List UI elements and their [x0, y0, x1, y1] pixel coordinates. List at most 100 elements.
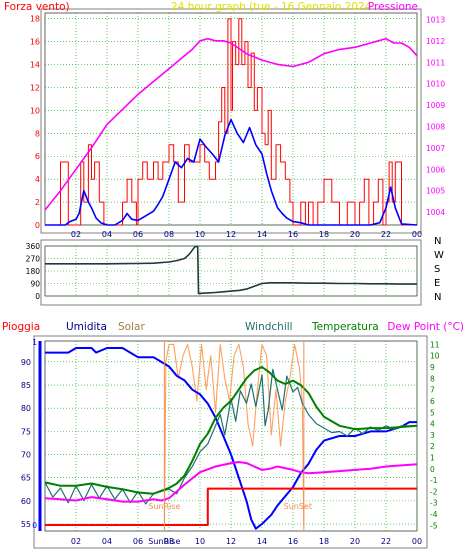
- wind-y-tick-label: 12: [30, 83, 40, 92]
- wind-x-tick-label: 00: [412, 230, 422, 239]
- temperature-y-tick-label: -4: [430, 510, 438, 519]
- temperature-y-tick-label: 2: [430, 442, 435, 451]
- sunrise-axis-label: SunRise: [148, 537, 180, 546]
- temperature-x-tick-label: 04: [102, 537, 112, 546]
- temperature-x-tick-label: 08: [164, 537, 174, 546]
- compass-label: N: [434, 236, 441, 247]
- pressure-y-tick-label: 1009: [426, 101, 445, 110]
- direction-series: [45, 245, 417, 295]
- temperature-y-tick-label: -5: [430, 521, 438, 530]
- humidity-y-tick-label: 55: [21, 520, 31, 529]
- rain-axis-top-tick-label: 1: [32, 338, 37, 347]
- wind-x-tick-label: 04: [102, 230, 112, 239]
- pressure-y-tick-label: 1012: [426, 37, 445, 46]
- temperature-y-tick-label: 11: [430, 340, 440, 349]
- compass-label: E: [434, 278, 440, 289]
- pressure-y-tick-label: 1004: [426, 208, 445, 217]
- pressure-y-tick-label: 1010: [426, 80, 445, 89]
- temperature-humidity-chart: Pioggia Umidita Solar Windchill Temperat…: [2, 321, 464, 549]
- humidity-y-tick-label: 75: [21, 427, 31, 436]
- temperature-y-tick-label: 1: [430, 453, 435, 462]
- pressure-y-tick-label: 1013: [426, 15, 445, 24]
- wind-x-tick-label: 10: [195, 230, 205, 239]
- pressure-line: [44, 37, 418, 211]
- pressure-axis-label: Pressione: [368, 1, 418, 13]
- sunrise-label: SunRise: [148, 502, 180, 511]
- wind-x-tick-label: 14: [257, 230, 267, 239]
- wind-y-tick-label: 10: [30, 106, 40, 115]
- pressure-y-tick-label: 1008: [426, 122, 445, 131]
- humidity-y-tick-label: 85: [21, 381, 31, 390]
- solar-line: [163, 343, 305, 526]
- direction-y-tick-label: 360: [26, 242, 41, 251]
- temperature-label: Temperatura: [311, 321, 379, 333]
- temperature-x-tick-label: 00: [412, 537, 422, 546]
- temperature-x-tick-label: 02: [71, 537, 81, 546]
- wind-x-tick-label: 08: [164, 230, 174, 239]
- pressure-y-tick-label: 1011: [426, 58, 445, 67]
- direction-y-tick-label: 0: [35, 292, 40, 301]
- temperature-y-tick-label: -3: [430, 499, 438, 508]
- compass-label: S: [434, 264, 440, 275]
- wind-x-tick-label: 06: [133, 230, 143, 239]
- temperature-y-tick-label: 5: [430, 408, 435, 417]
- temperature-plot-area: [44, 340, 418, 532]
- temperature-line: [44, 366, 418, 495]
- wind-x-tick-label: 22: [381, 230, 391, 239]
- temperature-x-tick-label: 18: [319, 537, 329, 546]
- wind-y-tick-label: 6: [35, 152, 40, 161]
- temperature-y-tick-label: 0: [430, 465, 435, 474]
- wind-series: [44, 18, 418, 226]
- wind-y-tick-label: 16: [30, 38, 40, 47]
- wind-x-tick-label: 20: [350, 230, 360, 239]
- direction-y-tick-label: 270: [26, 255, 41, 264]
- temperature-x-tick-label: 10: [195, 537, 205, 546]
- temperature-y-tick-label: 7: [430, 386, 435, 395]
- wind-y-tick-label: 0: [35, 221, 40, 230]
- rain-label: Pioggia: [2, 321, 40, 333]
- wind-y-tick-label: 18: [30, 15, 40, 24]
- temperature-y-tick-label: 8: [430, 374, 435, 383]
- humidity-y-tick-label: 80: [21, 404, 31, 413]
- direction-y-tick-label: 90: [30, 280, 40, 289]
- temperature-series: [44, 341, 418, 531]
- solar-label: Solar: [118, 321, 145, 333]
- temperature-y-tick-label: 10: [430, 352, 440, 361]
- wind-avg-line: [45, 118, 418, 226]
- temperature-y-tick-label: 4: [430, 420, 435, 429]
- temperature-y-tick-label: 3: [430, 431, 435, 440]
- dewpoint-label: Dew Point (°C): [387, 321, 464, 333]
- pressure-y-tick-label: 1005: [426, 187, 445, 196]
- wind-y-tick-label: 8: [35, 129, 40, 138]
- wind-y-tick-label: 4: [35, 175, 40, 184]
- temperature-x-tick-label: 16: [288, 537, 298, 546]
- windchill-line: [44, 368, 417, 505]
- wind-direction-line: [45, 245, 417, 295]
- temperature-y-tick-label: -1: [430, 476, 438, 485]
- wind-max-line: [45, 18, 417, 226]
- wind-x-tick-label: 18: [319, 230, 329, 239]
- wind-y-tick-label: 2: [35, 198, 40, 207]
- humidity-line: [45, 347, 417, 530]
- humidity-y-tick-label: 90: [21, 358, 31, 367]
- wind-axis-label: Forza vento): [4, 1, 70, 13]
- rain-axis-tick-label: 0: [32, 521, 37, 530]
- dewpoint-line: [44, 461, 418, 503]
- direction-y-tick-label: 180: [26, 267, 41, 276]
- compass-label: W: [434, 250, 444, 261]
- temperature-y-tick-label: 6: [430, 397, 435, 406]
- sunset-label: SunSet: [284, 502, 312, 511]
- pressure-y-tick-label: 1007: [426, 144, 445, 153]
- temperature-x-tick-label: 12: [226, 537, 236, 546]
- temperature-x-tick-label: 22: [381, 537, 391, 546]
- temperature-x-tick-label: 06: [133, 537, 143, 546]
- windchill-label: Windchill: [245, 321, 293, 333]
- rain-line: [45, 487, 417, 526]
